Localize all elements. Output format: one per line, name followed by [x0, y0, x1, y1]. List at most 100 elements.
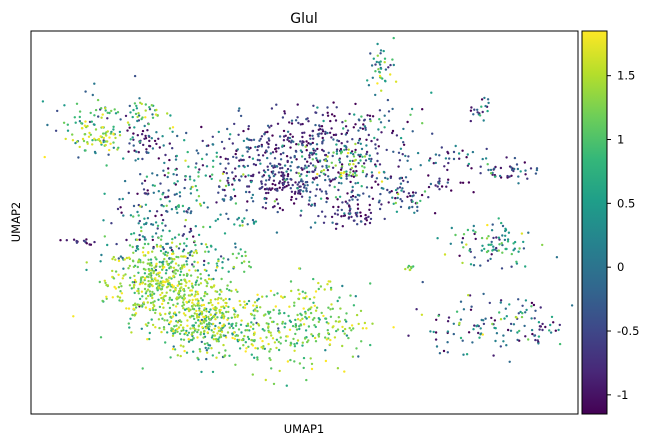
cell-point: [535, 167, 539, 170]
cell-point: [222, 305, 225, 308]
cell-point: [325, 192, 328, 195]
cell-point: [558, 323, 561, 327]
cell-point: [395, 134, 399, 137]
cell-point: [190, 333, 193, 336]
cell-point: [189, 229, 193, 233]
cell-point: [423, 190, 427, 193]
cell-point: [154, 264, 158, 267]
cell-point: [151, 113, 154, 116]
cell-point: [277, 162, 281, 166]
cell-point: [225, 172, 228, 175]
cell-point: [209, 244, 213, 247]
cell-point: [552, 321, 555, 324]
cell-point: [297, 121, 300, 125]
cell-point: [357, 161, 360, 165]
cell-point: [270, 334, 273, 337]
cell-point: [191, 263, 194, 266]
cell-point: [404, 176, 408, 179]
cell-point: [279, 167, 282, 170]
cell-point: [291, 135, 294, 138]
cell-point: [286, 167, 290, 171]
cell-point: [434, 153, 438, 156]
cell-point: [256, 158, 259, 162]
cell-point: [300, 313, 303, 317]
cell-point: [534, 309, 537, 312]
cell-point: [276, 323, 279, 326]
cell-point: [308, 154, 311, 157]
cell-point: [132, 286, 135, 289]
cell-point: [173, 258, 176, 261]
cell-point: [258, 139, 261, 142]
cell-point: [357, 153, 360, 157]
cell-point: [386, 98, 390, 102]
cell-point: [197, 283, 200, 286]
cell-point: [195, 189, 199, 192]
cell-point: [402, 190, 405, 193]
cell-point: [254, 145, 257, 149]
cell-point: [491, 223, 494, 226]
cell-point: [394, 80, 398, 83]
cell-point: [137, 303, 140, 307]
cell-point: [301, 290, 304, 293]
cell-point: [160, 296, 163, 300]
cell-point: [369, 282, 372, 285]
cell-point: [487, 168, 490, 172]
cell-point: [137, 292, 140, 295]
cell-point: [236, 338, 239, 342]
cell-point: [400, 189, 403, 192]
cell-point: [374, 93, 377, 97]
cell-point: [351, 194, 355, 198]
cell-point: [530, 328, 534, 332]
cell-point: [331, 166, 335, 169]
cell-point: [233, 223, 236, 226]
cell-point: [147, 242, 150, 246]
cell-point: [338, 158, 341, 162]
cell-point: [368, 221, 372, 225]
cell-point: [195, 251, 199, 255]
cell-point: [299, 140, 302, 143]
cell-point: [179, 295, 182, 298]
cell-point: [336, 222, 339, 226]
cell-point: [215, 356, 218, 359]
cell-point: [307, 339, 310, 342]
cell-point: [122, 214, 125, 217]
cell-point: [353, 113, 356, 116]
cell-point: [175, 207, 178, 211]
cell-point: [346, 192, 349, 195]
cell-point: [111, 257, 114, 261]
cell-point: [290, 122, 294, 125]
cell-point: [524, 335, 527, 338]
cell-point: [359, 211, 362, 214]
cell-point: [144, 292, 148, 295]
cell-point: [117, 273, 120, 276]
cell-point: [128, 123, 131, 127]
cell-point: [206, 324, 209, 328]
cell-point: [186, 211, 189, 214]
cell-point: [470, 106, 473, 109]
cell-point: [158, 305, 162, 309]
cell-point: [220, 290, 223, 293]
cell-point: [343, 212, 346, 215]
cell-point: [166, 112, 169, 115]
cell-point: [409, 194, 412, 198]
cell-point: [253, 331, 256, 334]
cell-point: [499, 166, 503, 170]
cell-point: [332, 205, 335, 209]
cell-point: [184, 314, 187, 317]
cell-point: [222, 334, 225, 337]
cell-point: [184, 218, 187, 222]
cell-point: [246, 335, 250, 339]
cell-point: [308, 196, 311, 199]
colorbar-tick-label: 0.5: [617, 196, 635, 210]
cell-point: [174, 158, 178, 161]
cell-point: [63, 104, 66, 107]
cell-point: [328, 131, 332, 134]
cell-point: [404, 267, 407, 271]
cell-point: [199, 272, 202, 276]
cell-point: [276, 202, 280, 205]
cell-point: [118, 299, 121, 302]
cell-point: [341, 325, 344, 329]
cell-point: [376, 82, 379, 85]
cell-point: [203, 259, 206, 263]
cell-point: [219, 155, 222, 159]
